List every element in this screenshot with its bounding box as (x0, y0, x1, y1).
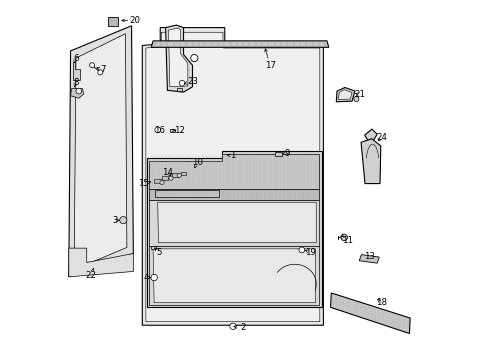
Text: 24: 24 (375, 133, 386, 142)
Polygon shape (151, 41, 328, 47)
Text: 10: 10 (191, 158, 202, 167)
Polygon shape (330, 293, 409, 333)
Text: 23: 23 (186, 77, 198, 86)
Polygon shape (145, 32, 319, 321)
Bar (275, 152, 281, 156)
Polygon shape (70, 89, 83, 98)
Text: 11: 11 (342, 236, 352, 245)
Text: 3: 3 (112, 216, 117, 225)
Text: 12: 12 (174, 126, 185, 135)
Circle shape (160, 180, 164, 185)
Circle shape (98, 70, 102, 75)
Text: 1: 1 (229, 151, 235, 160)
Polygon shape (149, 154, 319, 189)
Polygon shape (73, 62, 80, 80)
Circle shape (229, 323, 236, 329)
Text: 16: 16 (153, 126, 164, 135)
Text: 9: 9 (284, 149, 289, 158)
Polygon shape (162, 176, 167, 180)
Text: 18: 18 (375, 298, 386, 307)
Text: 15: 15 (138, 179, 148, 188)
Circle shape (179, 80, 184, 86)
Circle shape (190, 54, 198, 62)
Polygon shape (153, 249, 315, 303)
Polygon shape (149, 200, 319, 246)
Polygon shape (74, 34, 126, 270)
Text: 7: 7 (100, 65, 105, 74)
Polygon shape (360, 139, 380, 184)
Circle shape (155, 127, 160, 133)
Text: 8: 8 (73, 78, 79, 87)
Text: 14: 14 (162, 168, 173, 177)
Circle shape (353, 96, 358, 102)
Polygon shape (359, 255, 379, 263)
Circle shape (298, 247, 304, 253)
Text: 13: 13 (363, 252, 374, 261)
Circle shape (76, 88, 81, 94)
Polygon shape (147, 151, 321, 307)
Polygon shape (69, 248, 133, 277)
Circle shape (120, 217, 126, 224)
Bar (177, 88, 182, 91)
Text: 20: 20 (129, 16, 141, 25)
Text: 4: 4 (143, 273, 148, 282)
Polygon shape (165, 25, 192, 92)
Text: 2: 2 (240, 323, 245, 332)
Polygon shape (158, 202, 316, 243)
Polygon shape (172, 174, 179, 177)
Text: 17: 17 (264, 61, 275, 70)
Polygon shape (149, 246, 319, 305)
Circle shape (151, 274, 157, 281)
Text: 19: 19 (305, 248, 316, 257)
Polygon shape (149, 189, 319, 200)
Polygon shape (336, 87, 354, 102)
Circle shape (177, 173, 181, 177)
Circle shape (340, 234, 346, 240)
Polygon shape (168, 28, 187, 87)
Polygon shape (155, 190, 219, 197)
Polygon shape (142, 28, 323, 325)
Polygon shape (107, 17, 118, 26)
Circle shape (168, 176, 173, 180)
Polygon shape (338, 90, 351, 100)
Circle shape (89, 63, 94, 68)
Text: 22: 22 (85, 270, 96, 279)
Text: 6: 6 (73, 54, 79, 63)
Text: 5: 5 (156, 248, 162, 257)
Bar (150, 246, 155, 249)
Polygon shape (180, 172, 186, 175)
Polygon shape (154, 179, 161, 183)
Polygon shape (69, 26, 133, 277)
Polygon shape (364, 129, 376, 145)
Text: 21: 21 (354, 90, 365, 99)
Bar (170, 129, 175, 132)
